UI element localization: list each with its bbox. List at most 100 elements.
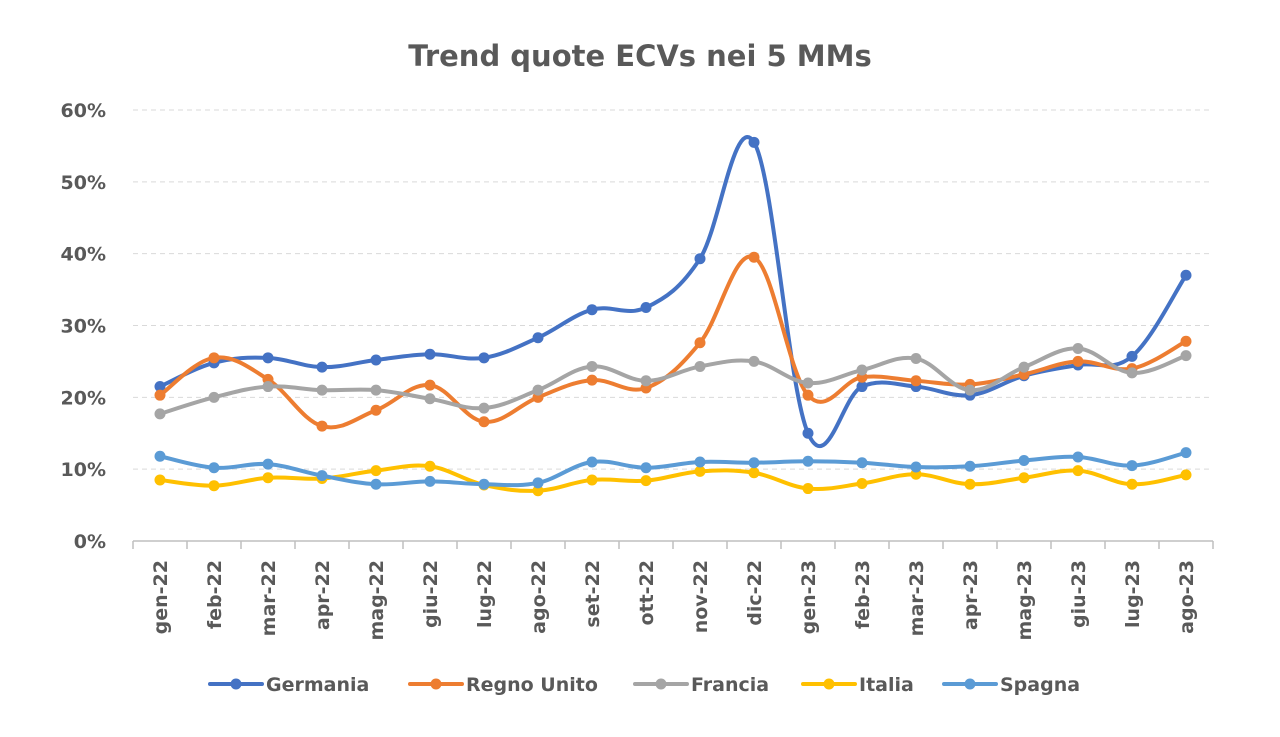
data-point-italia [262,472,274,484]
data-point-italia [1018,472,1030,484]
data-point-francia [370,384,382,396]
data-point-germania [370,354,382,366]
legend-item-spagna: Spagna [942,674,1080,696]
x-tick-label: giu-23 [1068,560,1090,628]
series-francia [154,342,1192,420]
data-point-germania [640,302,652,314]
data-point-regno-unito [802,389,814,401]
data-point-italia [964,478,976,490]
data-point-francia [640,375,652,387]
data-point-germania [802,427,814,439]
data-point-spagna [1072,451,1084,463]
data-point-spagna [802,455,814,467]
x-tick-label: set-22 [582,560,604,628]
data-point-francia [208,391,220,403]
legend-marker [230,678,242,690]
data-point-regno-unito [910,375,922,387]
data-point-francia [532,384,544,396]
data-point-germania [1180,269,1192,281]
data-point-spagna [532,477,544,489]
data-point-francia [802,377,814,389]
data-point-italia [586,474,598,486]
x-tick-label: apr-22 [312,560,334,630]
data-point-regno-unito [586,374,598,386]
data-point-germania [1126,350,1138,362]
gridlines [133,109,1213,470]
data-point-spagna [1018,455,1030,467]
data-point-germania [316,361,328,373]
data-point-spagna [424,475,436,487]
data-point-germania [478,352,490,364]
data-point-germania [748,136,760,148]
data-point-francia [154,408,166,420]
data-point-francia [586,360,598,372]
data-point-spagna [478,478,490,490]
legend: Germania Regno Unito Francia Italia Spagna [208,674,1080,696]
x-tick-label: lug-22 [474,560,496,628]
data-point-spagna [586,456,598,468]
data-point-francia [748,355,760,367]
data-point-regno-unito [370,404,382,416]
y-tick-label: 10% [61,459,106,481]
data-point-spagna [640,462,652,474]
data-point-italia [694,465,706,477]
data-point-spagna [910,461,922,473]
legend-marker [964,678,976,690]
series-lines [154,135,1192,497]
data-point-italia [424,460,436,472]
data-point-spagna [856,457,868,469]
legend-marker [823,678,835,690]
data-point-regno-unito [1072,355,1084,367]
data-point-germania [154,381,166,393]
y-tick-label: 20% [61,387,106,409]
y-axis-tick-labels: 0% 10% 20% 30% 40% 50% 60% [61,100,106,553]
data-point-spagna [316,470,328,482]
y-tick-label: 30% [61,316,106,338]
data-point-italia [154,474,166,486]
data-point-regno-unito [694,337,706,349]
legend-label: Spagna [1000,674,1080,696]
data-point-regno-unito [748,251,760,263]
y-tick-label: 40% [61,244,106,266]
data-point-francia [1180,350,1192,362]
data-point-francia [424,393,436,405]
series-line-germania [158,135,1188,448]
series-spagna [154,447,1192,490]
x-tick-label: ago-23 [1176,560,1198,634]
x-tick-label: mar-22 [258,560,280,636]
data-point-germania [424,348,436,360]
data-point-francia [694,360,706,372]
data-point-regno-unito [478,416,490,428]
data-point-regno-unito [208,352,220,364]
data-point-italia [640,475,652,487]
legend-marker [655,678,667,690]
data-point-germania [586,304,598,316]
data-point-italia [370,465,382,477]
x-tick-label: ott-22 [636,560,658,626]
data-point-italia [1180,469,1192,481]
x-tick-label: ago-22 [528,560,550,634]
data-point-regno-unito [316,420,328,432]
x-tick-label: lug-23 [1122,560,1144,628]
y-tick-label: 0% [74,531,106,553]
data-point-spagna [208,462,220,474]
legend-label: Francia [691,674,769,696]
legend-item-italia: Italia [801,674,914,696]
data-point-spagna [964,460,976,472]
x-tick-label: nov-22 [690,560,712,633]
data-point-germania [694,253,706,265]
x-tick-label: gen-22 [150,560,172,634]
data-point-regno-unito [424,379,436,391]
data-point-regno-unito [154,389,166,401]
data-point-francia [1018,361,1030,373]
data-point-italia [856,478,868,490]
x-tick-label: giu-22 [420,560,442,628]
axes [132,540,1214,549]
data-point-francia [478,402,490,414]
x-tick-label: mag-22 [366,560,388,641]
data-point-italia [748,467,760,479]
data-point-regno-unito [1180,335,1192,347]
data-point-italia [208,480,220,492]
data-point-spagna [748,457,760,469]
